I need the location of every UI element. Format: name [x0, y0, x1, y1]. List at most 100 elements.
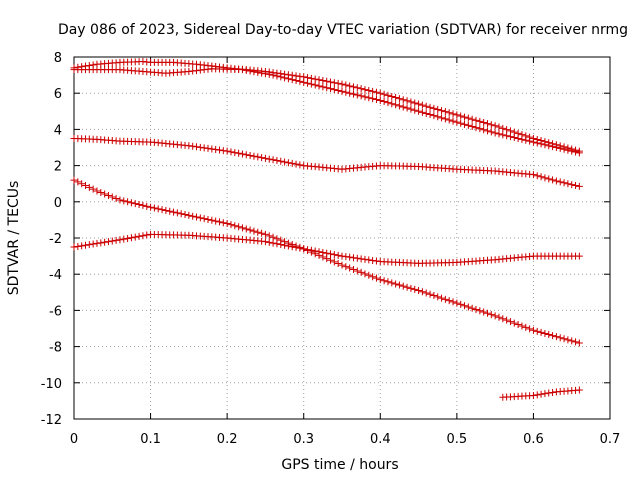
data-point: [388, 279, 396, 287]
series-sat-f: [499, 386, 583, 401]
data-point: [503, 316, 511, 324]
data-point: [361, 93, 369, 101]
data-point: [395, 95, 403, 103]
data-point: [323, 249, 331, 257]
data-point: [346, 253, 354, 261]
data-point: [541, 174, 549, 182]
data-point: [227, 221, 235, 229]
grid: [74, 57, 610, 419]
data-point: [330, 251, 338, 259]
x-tick-label: 0.3: [293, 432, 314, 447]
data-point: [564, 336, 572, 344]
data-point: [372, 88, 380, 96]
data-point: [575, 339, 583, 347]
data-point: [261, 230, 269, 238]
data-point: [227, 148, 235, 156]
data-point: [346, 264, 354, 272]
x-tick-label: 0.7: [600, 432, 621, 447]
data-point: [292, 77, 300, 85]
data-point: [292, 243, 300, 251]
data-point: [426, 290, 434, 298]
data-point: [549, 388, 557, 396]
data-point: [376, 96, 384, 104]
data-point: [93, 239, 101, 247]
data-point: [438, 294, 446, 302]
data-point: [552, 333, 560, 341]
data-point: [284, 75, 292, 83]
data-point: [422, 102, 430, 110]
data-point: [434, 293, 442, 301]
data-point: [330, 258, 338, 266]
data-point: [464, 121, 472, 129]
data-point: [487, 311, 495, 319]
data-point: [453, 118, 461, 126]
data-point: [330, 86, 338, 94]
data-point: [273, 157, 281, 165]
data-point: [541, 390, 549, 398]
data-point: [560, 145, 568, 153]
data-point: [235, 223, 243, 231]
data-point: [495, 123, 503, 131]
data-point: [533, 391, 541, 399]
x-tick-label: 0.4: [370, 432, 391, 447]
data-point: [231, 222, 239, 230]
data-point: [108, 193, 116, 201]
data-point: [131, 200, 139, 208]
data-point: [242, 225, 250, 233]
data-point: [533, 139, 541, 147]
data-point: [365, 271, 373, 279]
data-point: [166, 207, 174, 215]
data-point: [185, 142, 193, 150]
x-tick-label: 0.6: [523, 432, 544, 447]
data-point: [258, 154, 266, 162]
data-point: [468, 304, 476, 312]
data-point: [342, 81, 350, 89]
data-point: [518, 135, 526, 143]
data-point: [537, 328, 545, 336]
data-point: [311, 75, 319, 83]
data-point: [457, 112, 465, 120]
data-point: [395, 281, 403, 289]
data-point: [549, 143, 557, 151]
data-point: [564, 146, 572, 154]
data-point: [342, 253, 350, 261]
data-point: [338, 252, 346, 260]
data-point: [311, 81, 319, 89]
data-point: [315, 76, 323, 84]
data-point: [296, 77, 304, 85]
data-point: [392, 280, 400, 288]
data-point: [529, 391, 537, 399]
data-point: [85, 241, 93, 249]
data-point: [545, 175, 553, 183]
data-point: [173, 209, 181, 217]
data-point: [376, 89, 384, 97]
data-point: [415, 286, 423, 294]
data-point: [296, 244, 304, 252]
data-point: [403, 97, 411, 105]
data-point: [388, 100, 396, 108]
data-point: [572, 148, 580, 156]
data-point: [529, 171, 537, 179]
data-point: [281, 74, 289, 82]
data-point: [288, 76, 296, 84]
data-point: [449, 298, 457, 306]
data-point: [545, 389, 553, 397]
data-point: [124, 234, 132, 242]
data-point: [411, 99, 419, 107]
data-point: [369, 87, 377, 95]
data-point: [265, 232, 273, 240]
series-sat-c: [70, 134, 583, 190]
data-point: [457, 300, 465, 308]
data-point: [449, 110, 457, 118]
data-point: [545, 331, 553, 339]
data-point: [418, 288, 426, 296]
data-point: [422, 109, 430, 117]
data-point: [196, 214, 204, 222]
data-point: [564, 180, 572, 188]
data-point: [510, 134, 518, 142]
data-point: [430, 112, 438, 120]
data-point: [189, 142, 197, 150]
data-point: [246, 151, 254, 159]
data-point: [503, 132, 511, 140]
data-point: [575, 149, 583, 157]
